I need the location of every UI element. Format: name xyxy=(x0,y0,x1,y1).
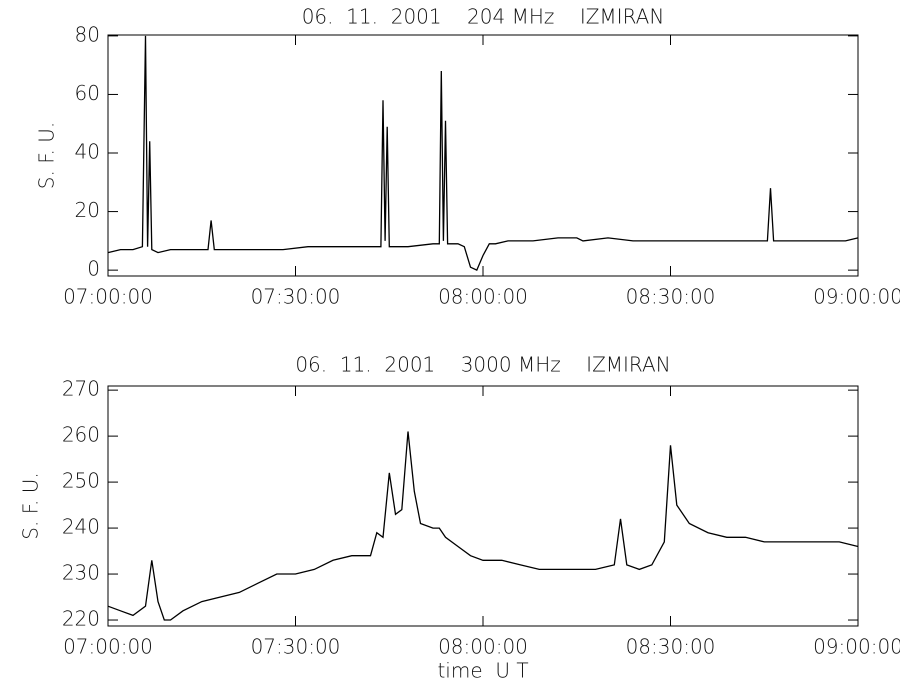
y-tick-label: 20 xyxy=(75,198,100,222)
y-axis-label: S. F. U. xyxy=(35,122,59,189)
y-tick-label: 240 xyxy=(62,515,100,539)
x-tick-label: 08:00:00 xyxy=(438,635,528,659)
x-tick-label: 08:30:00 xyxy=(626,285,716,309)
x-tick-label: 07:00:00 xyxy=(63,635,153,659)
x-tick-label: 07:30:00 xyxy=(251,635,341,659)
x-tick-label: 08:30:00 xyxy=(626,635,716,659)
x-tick-label: 09:00:00 xyxy=(813,285,900,309)
x-tick-label: 07:30:00 xyxy=(251,285,341,309)
y-tick-label: 250 xyxy=(62,469,100,493)
x-tick-label: 09:00:00 xyxy=(813,635,900,659)
y-tick-label: 230 xyxy=(62,561,100,585)
y-tick-label: 260 xyxy=(62,423,100,447)
y-tick-label: 0 xyxy=(87,257,100,281)
y-tick-label: 60 xyxy=(75,81,100,105)
y-tick-label: 220 xyxy=(62,607,100,631)
y-tick-label: 270 xyxy=(62,377,100,401)
x-tick-label: 07:00:00 xyxy=(63,285,153,309)
data-line xyxy=(107,431,859,621)
y-tick-label: 40 xyxy=(75,140,100,164)
y-axis-label: S. F. U. xyxy=(19,472,43,539)
chart-title: 06. 11. 2001 204 MHz IZMIRAN xyxy=(302,5,665,29)
chart-title: 06. 11. 2001 3000 MHz IZMIRAN xyxy=(295,353,670,377)
x-axis-label: time U T xyxy=(437,659,528,683)
x-tick-label: 08:00:00 xyxy=(438,285,528,309)
y-tick-label: 80 xyxy=(75,22,100,46)
data-line xyxy=(107,35,859,271)
